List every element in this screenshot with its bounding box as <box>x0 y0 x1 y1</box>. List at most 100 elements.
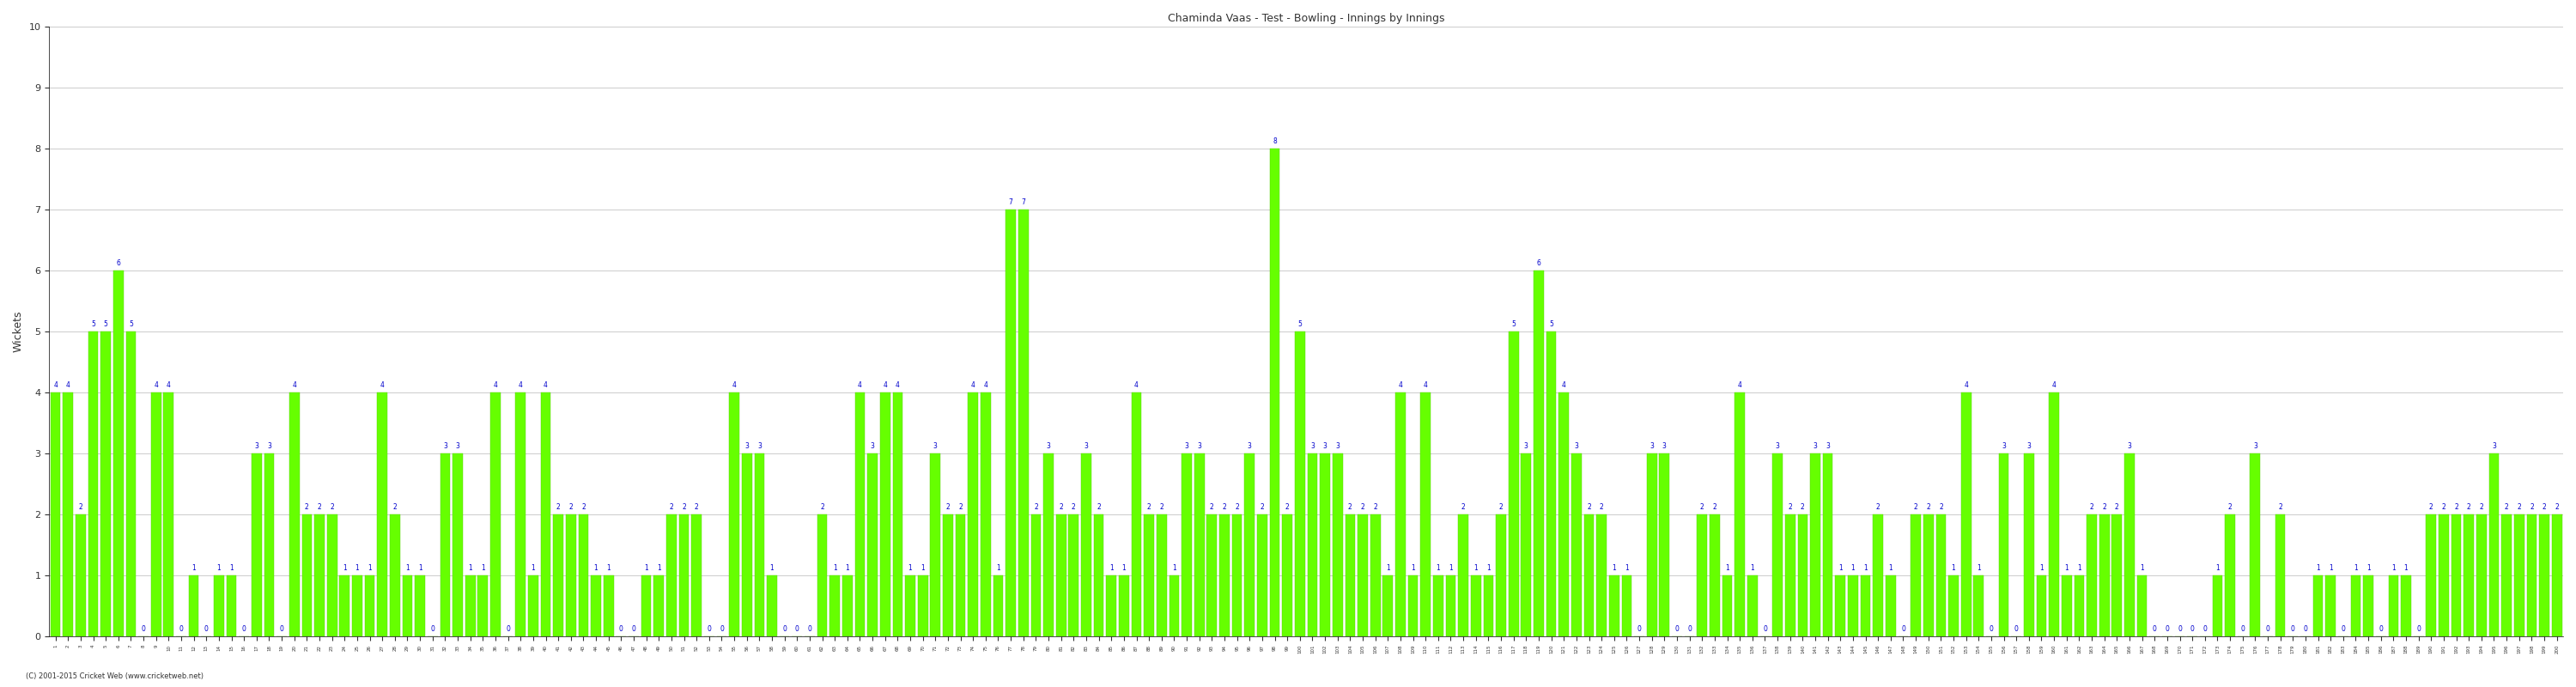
Text: 2: 2 <box>1700 504 1705 511</box>
Bar <box>2388 575 2398 636</box>
Text: 6: 6 <box>116 260 121 267</box>
Text: 2: 2 <box>317 504 322 511</box>
Text: 2: 2 <box>2530 504 2535 511</box>
Bar <box>1484 575 1494 636</box>
Bar <box>2025 453 2035 636</box>
Bar <box>817 514 827 636</box>
Text: 2: 2 <box>2478 504 2483 511</box>
Bar <box>2275 514 2285 636</box>
Text: 0: 0 <box>1687 625 1692 633</box>
Text: 4: 4 <box>518 381 523 389</box>
Text: 0: 0 <box>281 625 283 633</box>
Text: 2: 2 <box>1224 504 1226 511</box>
Bar <box>1157 514 1167 636</box>
Bar <box>2476 514 2486 636</box>
Bar <box>126 331 137 636</box>
Bar <box>1105 575 1115 636</box>
Text: 2: 2 <box>1033 504 1038 511</box>
Bar <box>366 575 374 636</box>
Bar <box>1824 453 1832 636</box>
Bar <box>2452 514 2460 636</box>
Bar <box>1924 514 1935 636</box>
Bar <box>314 514 325 636</box>
Text: 1: 1 <box>1888 565 1893 572</box>
Bar <box>1710 514 1721 636</box>
Text: 2: 2 <box>1914 504 1917 511</box>
Bar <box>440 453 451 636</box>
Bar <box>1847 575 1857 636</box>
Text: 3: 3 <box>2491 442 2496 450</box>
Text: 2: 2 <box>958 504 963 511</box>
Bar <box>1296 331 1306 636</box>
Bar <box>567 514 577 636</box>
Text: 1: 1 <box>2063 565 2069 572</box>
Text: 0: 0 <box>783 625 786 633</box>
Text: 0: 0 <box>719 625 724 633</box>
Bar <box>2061 575 2071 636</box>
Text: 3: 3 <box>1311 442 1314 450</box>
Text: 1: 1 <box>191 565 196 572</box>
Bar <box>2553 514 2563 636</box>
Bar <box>1937 514 1945 636</box>
Bar <box>466 575 477 636</box>
Text: 2: 2 <box>2555 504 2558 511</box>
Bar <box>768 575 778 636</box>
Text: 2: 2 <box>1940 504 1942 511</box>
Bar <box>1811 453 1821 636</box>
Bar <box>1170 575 1180 636</box>
Bar <box>1319 453 1329 636</box>
Text: 2: 2 <box>582 504 585 511</box>
Text: 1: 1 <box>1839 565 1842 572</box>
Text: 5: 5 <box>103 320 108 328</box>
Text: 0: 0 <box>142 625 147 633</box>
Text: 3: 3 <box>1247 442 1252 450</box>
Bar <box>489 392 500 636</box>
Bar <box>2326 575 2336 636</box>
Text: 0: 0 <box>2303 625 2308 633</box>
Text: 4: 4 <box>1133 381 1139 389</box>
Text: 2: 2 <box>819 504 824 511</box>
Bar <box>1218 514 1229 636</box>
Text: 0: 0 <box>2290 625 2295 633</box>
Text: 0: 0 <box>796 625 799 633</box>
Bar <box>1623 575 1631 636</box>
Text: 6: 6 <box>1538 260 1540 267</box>
Bar <box>227 575 237 636</box>
Text: 1: 1 <box>2040 565 2043 572</box>
Text: 1: 1 <box>1852 565 1855 572</box>
Bar <box>1947 575 1958 636</box>
Text: 3: 3 <box>744 442 750 450</box>
Bar <box>2213 575 2223 636</box>
Bar <box>415 575 425 636</box>
Bar <box>1772 453 1783 636</box>
Y-axis label: Wickets: Wickets <box>13 311 23 352</box>
Bar <box>981 392 992 636</box>
Text: 2: 2 <box>1461 504 1466 511</box>
Text: 2: 2 <box>1788 504 1793 511</box>
Bar <box>1432 575 1443 636</box>
Text: 0: 0 <box>242 625 247 633</box>
Text: 1: 1 <box>909 565 912 572</box>
Bar <box>2427 514 2437 636</box>
Bar <box>2501 514 2512 636</box>
Text: 2: 2 <box>330 504 335 511</box>
Text: 3: 3 <box>2254 442 2257 450</box>
Bar <box>680 514 688 636</box>
Text: 1: 1 <box>1726 565 1728 572</box>
Text: 0: 0 <box>2241 625 2244 633</box>
Text: 1: 1 <box>2354 565 2357 572</box>
Text: 1: 1 <box>644 565 649 572</box>
Text: 2: 2 <box>304 504 309 511</box>
Bar <box>1458 514 1468 636</box>
Text: 3: 3 <box>2027 442 2030 450</box>
Bar <box>1206 514 1216 636</box>
Text: 4: 4 <box>2053 381 2056 389</box>
Text: 1: 1 <box>2403 565 2409 572</box>
Text: 0: 0 <box>2342 625 2344 633</box>
Bar <box>1257 514 1267 636</box>
Bar <box>327 514 337 636</box>
Bar <box>214 575 224 636</box>
Text: 2: 2 <box>1260 504 1265 511</box>
Text: 1: 1 <box>920 565 925 572</box>
Bar <box>1131 392 1141 636</box>
